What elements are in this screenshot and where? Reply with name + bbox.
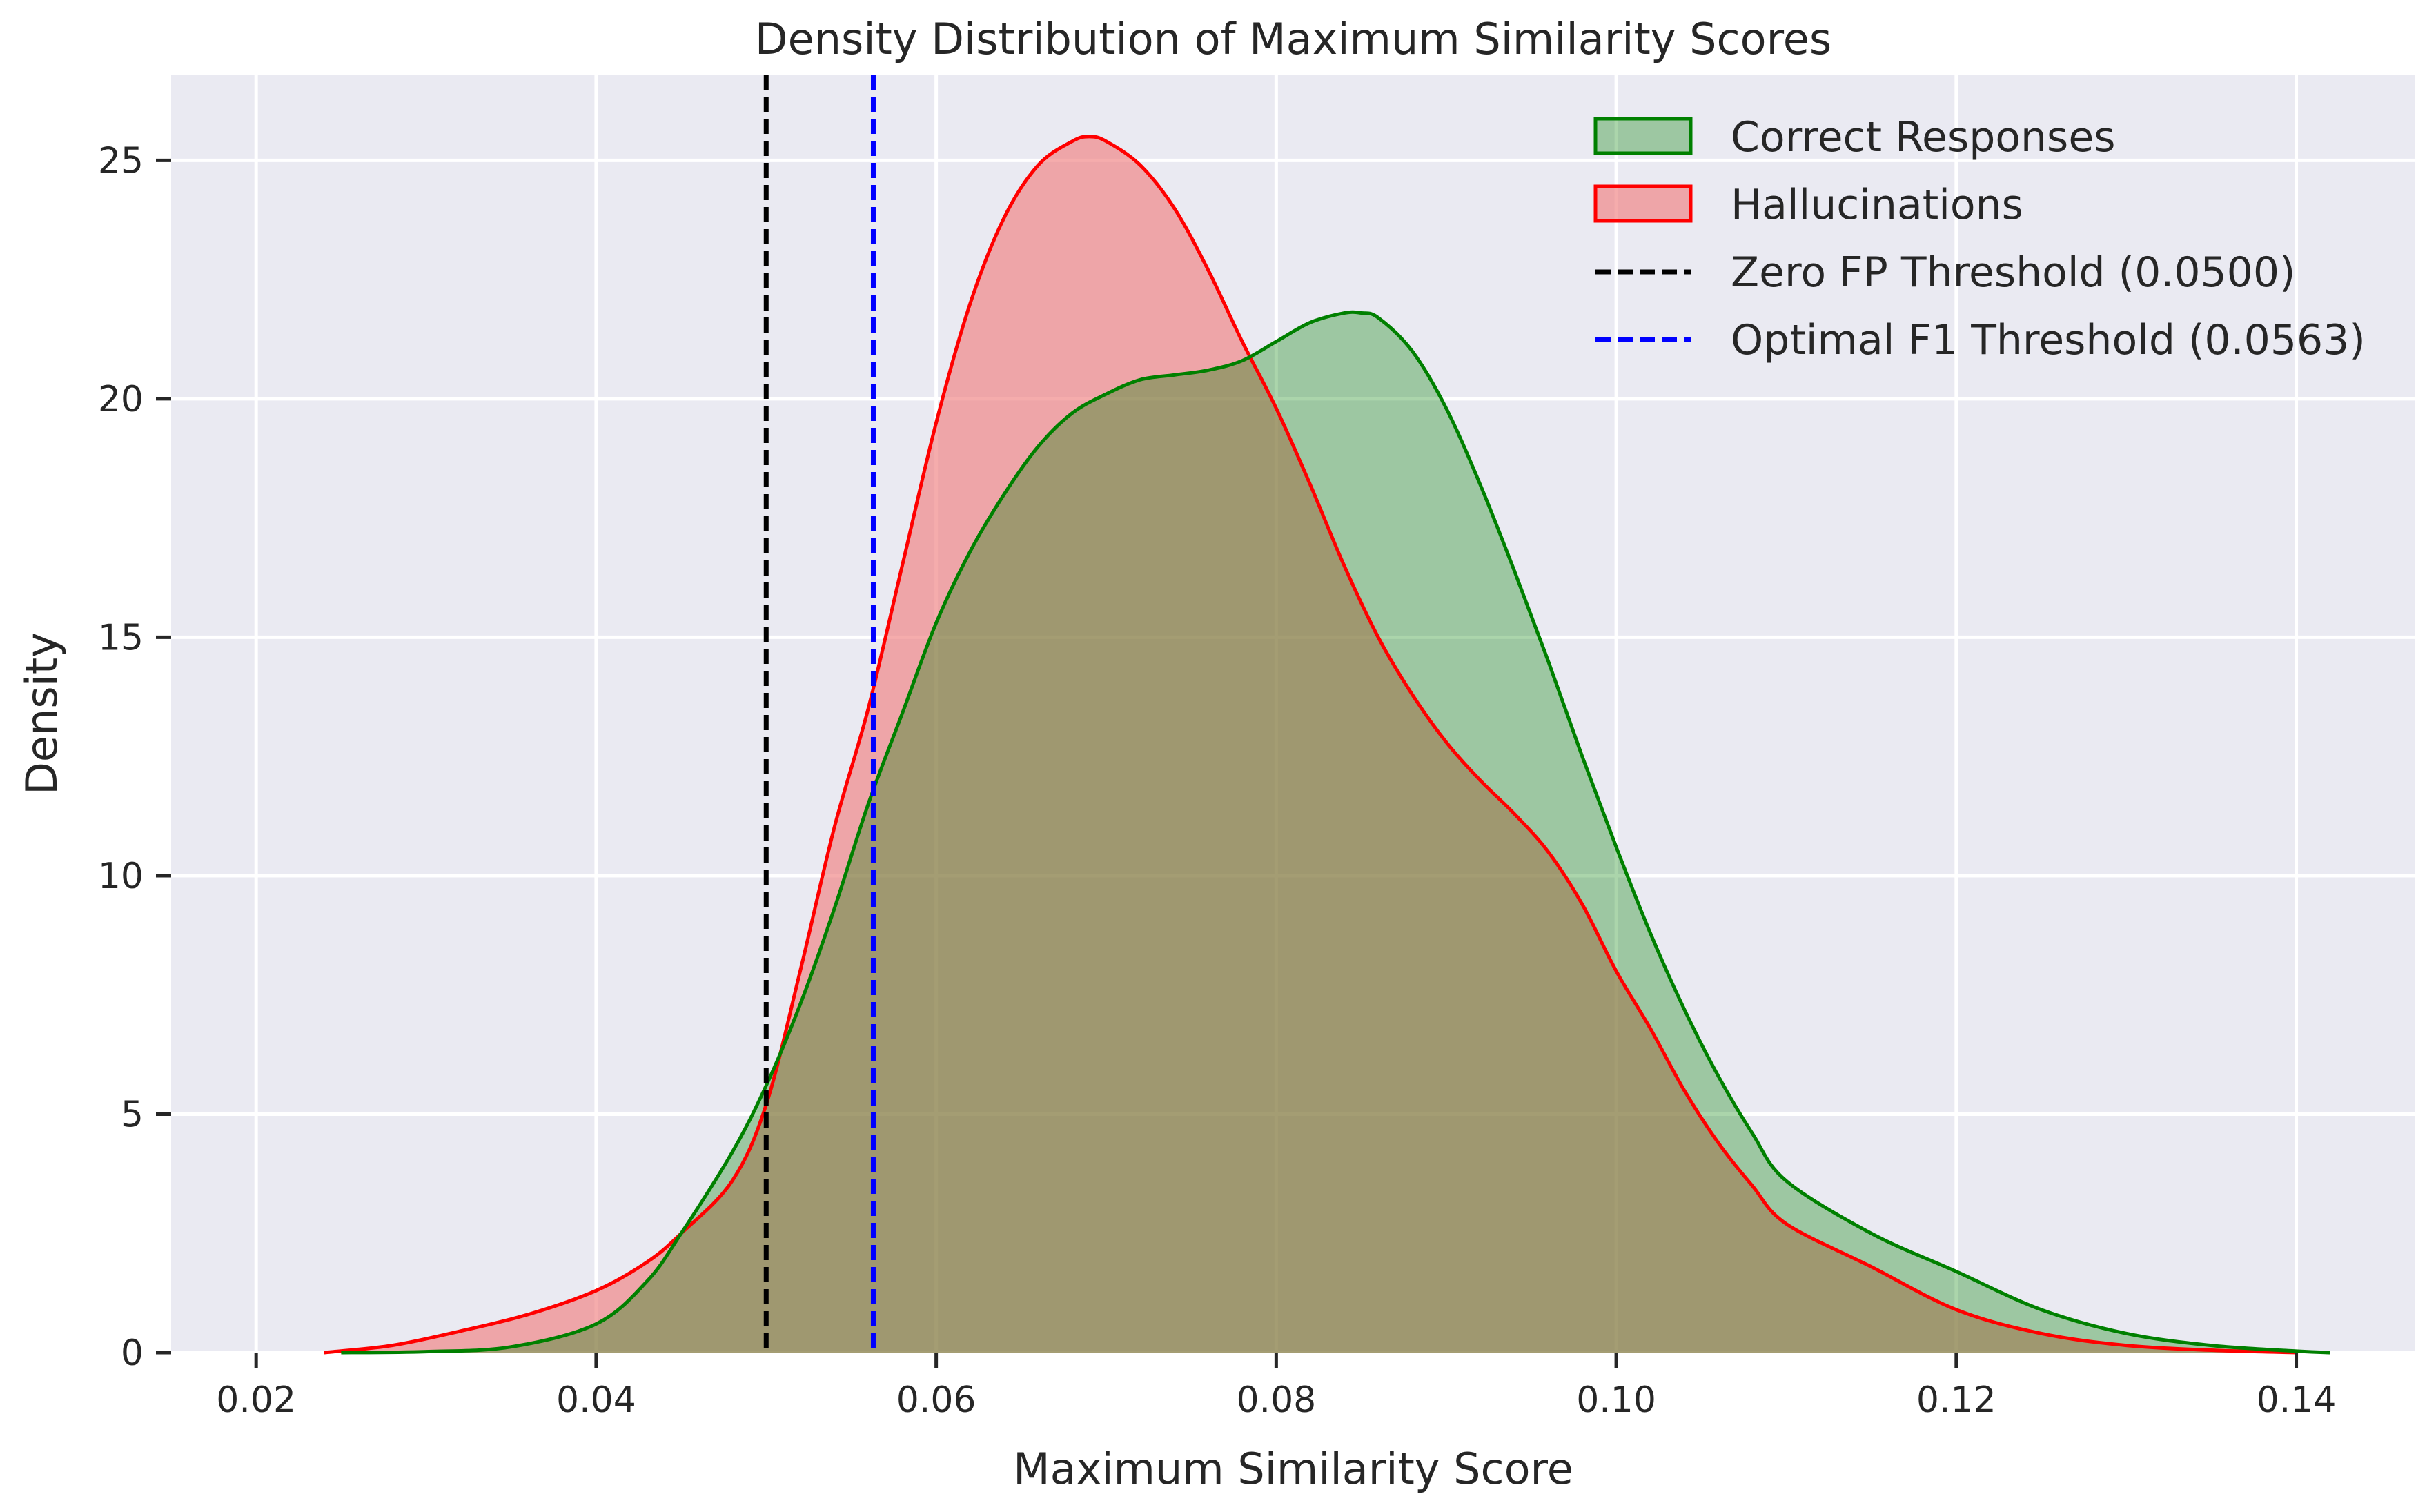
- legend-label: Optimal F1 Threshold (0.0563): [1731, 316, 2366, 364]
- x-tick-label: 0.14: [2257, 1380, 2337, 1421]
- legend-label: Zero FP Threshold (0.0500): [1731, 248, 2295, 297]
- hallucinations-line: [324, 135, 2297, 1355]
- y-tick-label: 10: [98, 856, 144, 897]
- y-tick-label: 25: [98, 140, 144, 181]
- legend-swatch: [1593, 117, 1693, 155]
- x-tick-label: 0.10: [1576, 1380, 1656, 1421]
- x-axis-label: Maximum Similarity Score: [1013, 1444, 1573, 1494]
- axes: 0.02 0.04 0.06 0.08 0.10 0.12 0.14 0 5 10 15 20 25: [98, 140, 2337, 1421]
- y-tick-label: 5: [121, 1094, 144, 1135]
- legend-label: Hallucinations: [1731, 181, 2023, 229]
- density-areas: [324, 135, 2330, 1355]
- y-tick-label: 15: [98, 617, 144, 658]
- threshold-lines: [763, 75, 876, 1353]
- x-tick-label: 0.04: [556, 1380, 636, 1421]
- correct-responses-area: [341, 312, 2330, 1353]
- legend: Correct Responses Hallucinations Zero FP T…: [1593, 113, 2366, 364]
- chart-title: Density Distribution of Maximum Similari…: [755, 14, 1831, 64]
- x-tick-label: 0.02: [216, 1380, 296, 1421]
- x-tick-label: 0.12: [1916, 1380, 1996, 1421]
- x-tick-label: 0.06: [896, 1380, 976, 1421]
- legend-label: Correct Responses: [1731, 113, 2116, 161]
- y-tick-label: 0: [121, 1333, 144, 1374]
- y-tick-label: 20: [98, 379, 144, 420]
- hallucinations-area: [324, 136, 2297, 1353]
- y-axis-label: Density: [17, 632, 67, 795]
- x-tick-label: 0.08: [1236, 1380, 1316, 1421]
- legend-swatch: [1593, 184, 1693, 223]
